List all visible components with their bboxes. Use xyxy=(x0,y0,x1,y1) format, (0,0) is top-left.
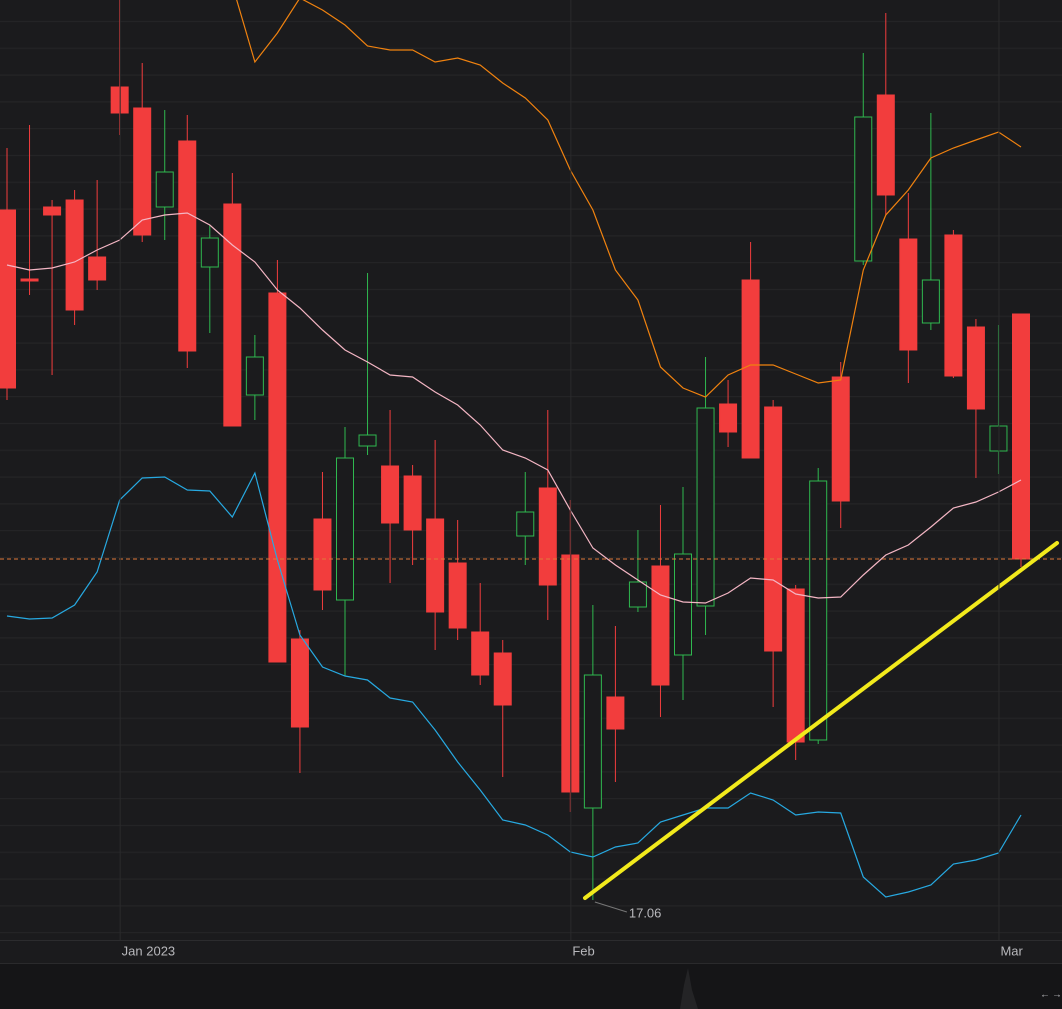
candle-body xyxy=(876,94,895,196)
candle-body xyxy=(1012,313,1030,560)
candle-body xyxy=(809,480,828,741)
candle-body xyxy=(966,326,985,410)
candle-body xyxy=(719,403,738,433)
trend-line-drawing[interactable] xyxy=(583,541,1059,900)
indicator-line xyxy=(6,471,1022,898)
scroll-left-icon[interactable]: ← xyxy=(1040,990,1050,1001)
candle-body xyxy=(854,116,873,262)
candle-body xyxy=(88,256,107,281)
scroll-right-icon[interactable]: → xyxy=(1052,990,1062,1001)
candle-body xyxy=(583,674,602,809)
candle-body xyxy=(538,487,557,586)
x-tick-label: Jan 2023 xyxy=(122,943,175,958)
candle-body xyxy=(313,518,332,591)
indicator-line xyxy=(6,212,1022,604)
indicator-line xyxy=(236,0,1022,398)
candle-body xyxy=(606,696,625,730)
candle-body xyxy=(764,406,783,652)
annotation-leader xyxy=(594,901,628,913)
candle-body xyxy=(448,562,467,629)
candle-body xyxy=(674,553,692,656)
candle-body xyxy=(290,638,309,728)
candle-body xyxy=(921,279,940,324)
candle-body xyxy=(516,511,535,537)
candle-body xyxy=(133,107,152,236)
candle-body xyxy=(426,518,445,613)
candle-body xyxy=(178,140,197,352)
candle-body xyxy=(741,279,760,459)
time-axis xyxy=(0,940,1062,963)
candle-body xyxy=(381,465,400,524)
candle-body xyxy=(200,237,219,268)
candle-body xyxy=(223,203,242,427)
candle-body xyxy=(899,238,918,351)
candle-body xyxy=(471,631,490,676)
candle-body xyxy=(651,565,670,686)
candle-body xyxy=(358,434,377,447)
candle-body xyxy=(43,206,62,216)
candle-body xyxy=(403,475,422,531)
candle-body xyxy=(245,356,264,396)
candle-body xyxy=(20,278,39,282)
volume-background xyxy=(0,963,1062,1009)
candle-body xyxy=(696,407,715,607)
x-tick-label: Feb xyxy=(572,943,594,958)
candle-body xyxy=(65,199,84,311)
candle-body xyxy=(268,292,287,663)
volume-strip: ← → xyxy=(0,963,1062,1009)
candle-body xyxy=(944,234,963,377)
candle-body xyxy=(110,86,129,114)
low-annotation: 17.06 xyxy=(629,905,662,920)
candle-body xyxy=(831,376,850,502)
candle-body xyxy=(155,171,174,208)
candle-body xyxy=(0,209,16,389)
candle-body xyxy=(786,588,805,743)
x-tick-label: Mar xyxy=(1000,943,1023,958)
grid-background xyxy=(0,0,1062,940)
volume-shape xyxy=(680,968,698,1009)
candle-body xyxy=(628,581,647,608)
candle-body xyxy=(336,457,354,601)
candle-body xyxy=(493,652,512,706)
